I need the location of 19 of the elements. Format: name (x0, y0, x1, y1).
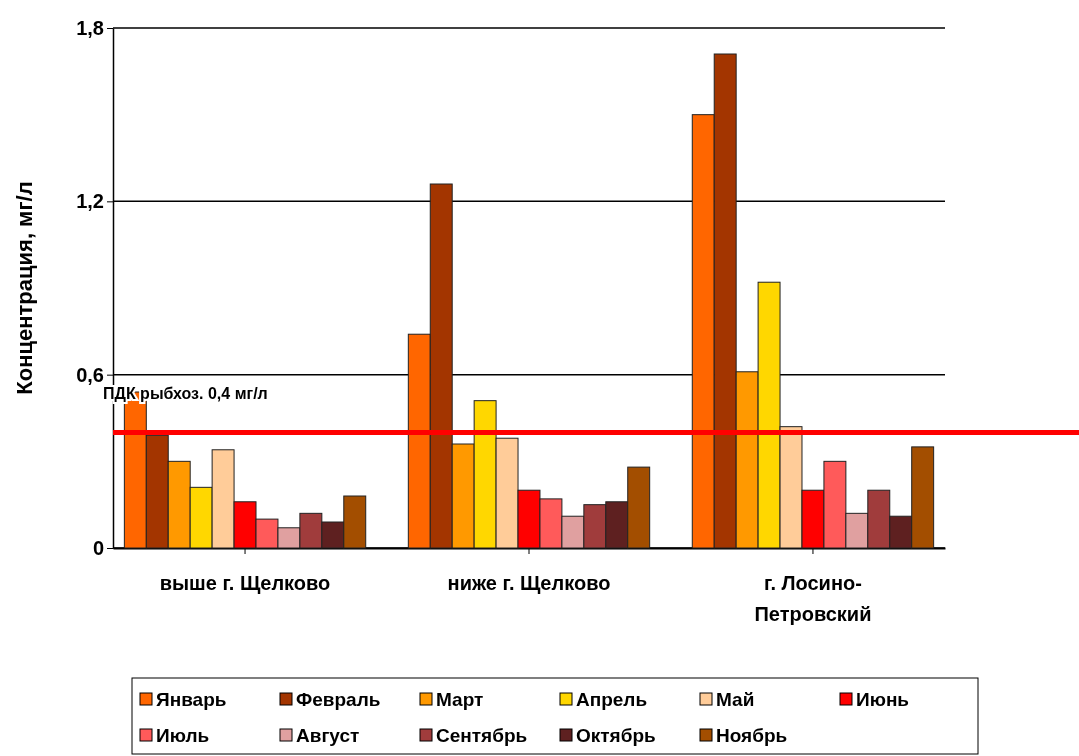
x-tick-label: ниже г. Щелково (447, 572, 611, 594)
legend-label: Март (436, 689, 484, 710)
legend-label: Ноябрь (716, 725, 788, 746)
legend-label: Август (296, 725, 360, 746)
legend-label: Октябрь (576, 725, 656, 746)
x-tick-label: выше г. Щелково (159, 572, 331, 594)
legend-label: Июнь (856, 689, 910, 710)
legend-label: Февраль (296, 689, 381, 710)
legend-label: Май (716, 689, 755, 710)
legend-label: Июль (156, 725, 210, 746)
y-tick-label: 1,8 (76, 16, 104, 39)
y-tick-label: 0 (92, 536, 104, 559)
x-tick-label: г. Лосино-Петровский (754, 572, 872, 625)
y-axis-title: Концентрация, мг/л (12, 181, 37, 395)
y-tick-label: 0,6 (76, 363, 104, 386)
legend-label: Январь (156, 689, 227, 710)
legend-label: Апрель (576, 689, 648, 710)
y-tick-label: 1,2 (76, 190, 104, 213)
legend-label: Сентябрь (436, 725, 528, 746)
